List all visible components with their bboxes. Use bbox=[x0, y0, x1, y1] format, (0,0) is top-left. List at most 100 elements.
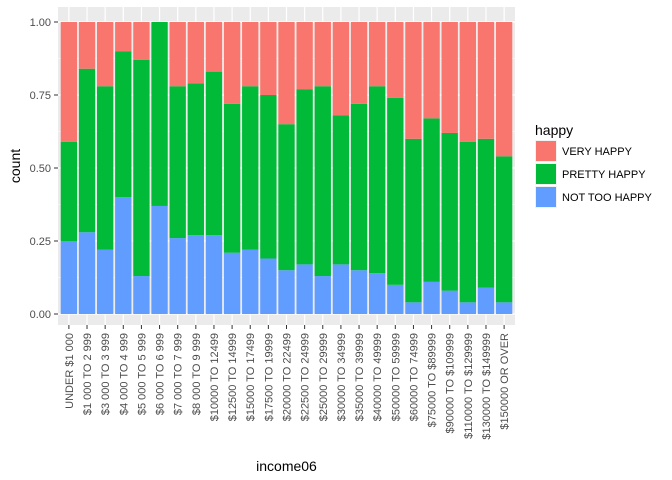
x-tick-label: $75000 TO $89999 bbox=[427, 333, 439, 427]
bar-very-happy bbox=[459, 22, 477, 142]
bar-very-happy bbox=[314, 22, 331, 87]
bar-not-too-happy bbox=[423, 281, 440, 314]
bar-very-happy bbox=[169, 22, 186, 87]
x-tick-label: $25000 TO 29999 bbox=[318, 333, 330, 421]
bar-pretty-happy bbox=[242, 86, 259, 250]
bar-not-too-happy bbox=[350, 270, 368, 314]
bar-pretty-happy bbox=[387, 97, 404, 285]
bar-not-too-happy bbox=[387, 284, 404, 314]
bar-not-too-happy bbox=[405, 302, 422, 314]
y-tick-label: 0.00 bbox=[30, 309, 51, 321]
bar-very-happy bbox=[441, 22, 458, 133]
bar-pretty-happy bbox=[169, 86, 186, 239]
bar-not-too-happy bbox=[296, 264, 313, 314]
bar-pretty-happy bbox=[78, 68, 96, 233]
x-tick-label: $130000 TO $149999 bbox=[481, 333, 493, 440]
x-tick-label: $20000 TO 22499 bbox=[282, 333, 294, 421]
bar-pretty-happy bbox=[459, 141, 477, 303]
bar-not-too-happy bbox=[260, 258, 277, 314]
bar-pretty-happy bbox=[332, 115, 350, 265]
bar-very-happy bbox=[223, 22, 241, 104]
y-tick-label: 0.50 bbox=[30, 163, 51, 175]
x-tick-label: $50000 TO 59999 bbox=[390, 333, 402, 421]
x-tick-label: $22500 TO 24999 bbox=[300, 333, 312, 421]
bar-very-happy bbox=[495, 22, 513, 157]
bar-very-happy bbox=[133, 22, 150, 60]
bar-pretty-happy bbox=[296, 89, 313, 265]
bar-pretty-happy bbox=[423, 118, 440, 282]
x-tick-label: $7 000 TO 7 999 bbox=[173, 333, 185, 415]
bar-pretty-happy bbox=[187, 83, 204, 236]
y-tick-label: 1.00 bbox=[30, 17, 51, 29]
bar-not-too-happy bbox=[495, 302, 513, 314]
bar-pretty-happy bbox=[260, 95, 277, 259]
bar-not-too-happy bbox=[332, 264, 350, 314]
bar-very-happy bbox=[296, 22, 313, 90]
bar-not-too-happy bbox=[78, 232, 96, 314]
legend-title: happy bbox=[535, 122, 573, 138]
legend: happy VERY HAPPY PRETTY HAPPY NOT TOO HAPP… bbox=[535, 122, 653, 208]
legend-swatch bbox=[536, 187, 556, 207]
bar-not-too-happy bbox=[278, 270, 295, 314]
bar-pretty-happy bbox=[115, 51, 132, 198]
y-tick-label: 0.75 bbox=[30, 90, 51, 102]
bar-pretty-happy bbox=[495, 156, 513, 303]
bar-very-happy bbox=[369, 22, 386, 87]
bar-not-too-happy bbox=[60, 241, 78, 314]
x-axis-title: income06 bbox=[256, 458, 317, 474]
bar-pretty-happy bbox=[205, 71, 223, 236]
x-tick-label: $8 000 TO 9 999 bbox=[191, 333, 203, 415]
legend-label: NOT TOO HAPPY bbox=[562, 192, 653, 204]
legend-swatch bbox=[536, 141, 556, 161]
legend-label: VERY HAPPY bbox=[562, 146, 633, 158]
bar-pretty-happy bbox=[369, 86, 386, 274]
legend-label: PRETTY HAPPY bbox=[562, 169, 646, 181]
bar-pretty-happy bbox=[441, 132, 458, 291]
x-tick-label: $3 000 TO 3 999 bbox=[100, 333, 112, 415]
bar-pretty-happy bbox=[60, 141, 78, 241]
x-tick-label: $110000 TO $129999 bbox=[463, 333, 475, 439]
bar-pretty-happy bbox=[151, 22, 168, 206]
bar-very-happy bbox=[332, 22, 350, 116]
bar-not-too-happy bbox=[314, 276, 331, 314]
bar-not-too-happy bbox=[115, 197, 132, 314]
bar-very-happy bbox=[477, 22, 495, 139]
x-tick-label: $10000 TO 12499 bbox=[209, 333, 221, 421]
y-axis-title: count bbox=[7, 149, 23, 183]
bar-pretty-happy bbox=[314, 86, 331, 277]
bar-pretty-happy bbox=[96, 86, 114, 250]
bar-pretty-happy bbox=[278, 124, 295, 271]
bar-very-happy bbox=[387, 22, 404, 98]
bar-not-too-happy bbox=[477, 287, 495, 314]
bar-very-happy bbox=[187, 22, 204, 84]
bar-pretty-happy bbox=[405, 138, 422, 303]
bar-very-happy bbox=[278, 22, 295, 125]
bar-pretty-happy bbox=[350, 103, 368, 271]
bar-very-happy bbox=[205, 22, 223, 72]
bar-very-happy bbox=[350, 22, 368, 104]
x-tick-label: $15000 TO 17499 bbox=[245, 333, 257, 421]
y-tick-label: 0.25 bbox=[30, 236, 51, 248]
legend-swatch bbox=[536, 164, 556, 184]
x-tick-label: $12500 TO 14999 bbox=[227, 333, 239, 421]
bar-not-too-happy bbox=[151, 205, 168, 314]
x-tick-label: $60000 TO 74999 bbox=[408, 333, 420, 421]
x-tick-label: $40000 TO 49999 bbox=[372, 333, 384, 421]
bar-not-too-happy bbox=[133, 276, 150, 314]
bar-pretty-happy bbox=[223, 103, 241, 253]
bar-not-too-happy bbox=[441, 290, 458, 314]
bar-very-happy bbox=[96, 22, 114, 87]
x-tick-label: $35000 TO 39999 bbox=[354, 333, 366, 421]
bars bbox=[60, 22, 513, 314]
x-tick-label: $1 000 TO 2 999 bbox=[82, 333, 94, 415]
bar-very-happy bbox=[78, 22, 96, 69]
bar-not-too-happy bbox=[223, 252, 241, 314]
x-tick-label: $5 000 TO 5 999 bbox=[136, 333, 148, 415]
bar-not-too-happy bbox=[96, 249, 114, 314]
bar-pretty-happy bbox=[477, 138, 495, 288]
bar-very-happy bbox=[423, 22, 440, 119]
bar-very-happy bbox=[260, 22, 277, 95]
x-tick-label: $6 000 TO 6 999 bbox=[155, 333, 167, 415]
x-tick-label: $4 000 TO 4 999 bbox=[118, 333, 130, 415]
bar-not-too-happy bbox=[459, 302, 477, 314]
